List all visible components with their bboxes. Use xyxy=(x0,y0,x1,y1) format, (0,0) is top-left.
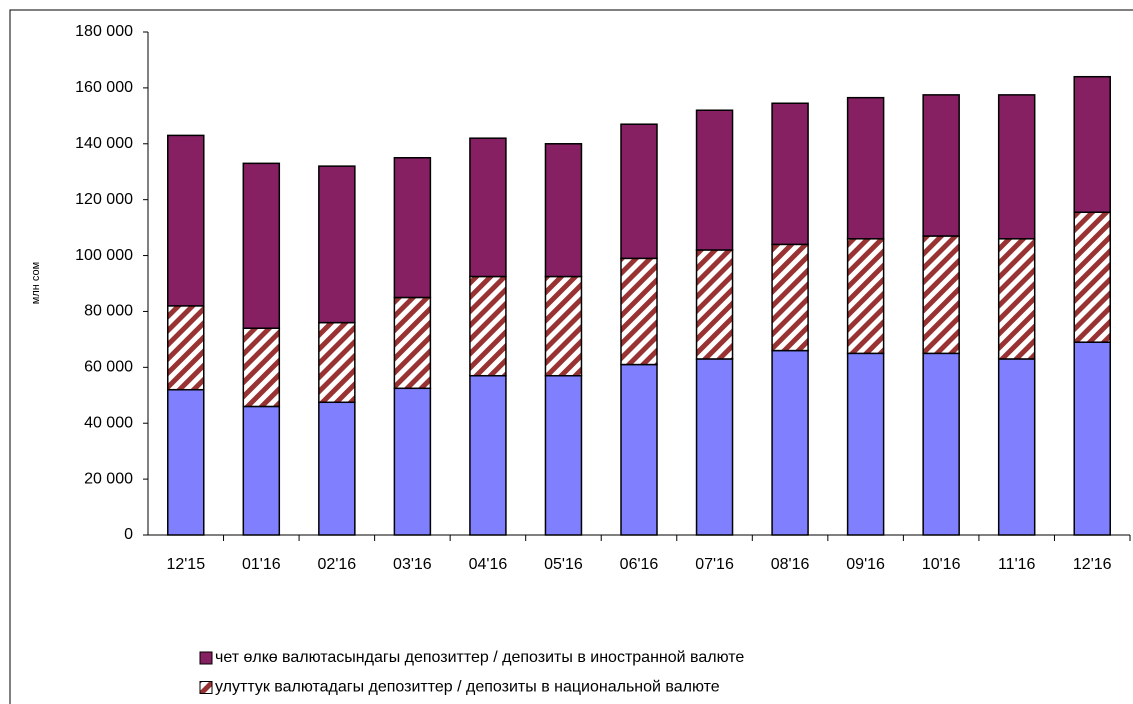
y-tick-label: 60 000 xyxy=(84,359,133,376)
x-tick-label: 12'15 xyxy=(166,556,205,573)
bar-segment xyxy=(922,235,960,355)
bar-segment xyxy=(544,143,583,278)
bar-segment xyxy=(846,352,885,536)
y-tick-label: 0 xyxy=(124,526,133,543)
x-tick-label: 07'16 xyxy=(695,556,734,573)
bar-segment xyxy=(620,123,658,260)
y-tick-label: 20 000 xyxy=(84,470,133,487)
bar-segment xyxy=(469,374,507,536)
bar-segment xyxy=(167,388,205,536)
bar-segment xyxy=(1073,75,1111,213)
bar-segment xyxy=(393,296,432,390)
x-tick-label: 01'16 xyxy=(242,556,281,573)
bar-segment xyxy=(469,275,507,377)
bar-segment xyxy=(1073,211,1111,343)
bar-segment xyxy=(846,96,885,240)
x-tick-label: 03'16 xyxy=(393,556,432,573)
bar-segment xyxy=(393,157,432,299)
x-tick-label: 05'16 xyxy=(544,556,583,573)
y-tick-label: 80 000 xyxy=(84,303,133,320)
x-tick-label: 06'16 xyxy=(620,556,659,573)
bar-segment xyxy=(922,352,960,536)
bar-segment xyxy=(242,162,281,329)
y-tick-label: 180 000 xyxy=(75,23,133,40)
bar-segment xyxy=(318,165,356,324)
bar-segment xyxy=(771,349,809,536)
bar-segment xyxy=(695,249,734,360)
bar-segment xyxy=(242,327,281,408)
y-tick-label: 40 000 xyxy=(84,414,133,431)
bar-segment xyxy=(167,305,205,391)
bar-segment xyxy=(771,243,809,352)
bar-segment xyxy=(544,374,583,536)
bar-segment xyxy=(318,321,356,404)
x-tick-label: 04'16 xyxy=(469,556,508,573)
x-tick-label: 10'16 xyxy=(922,556,961,573)
bar-segment xyxy=(997,238,1036,360)
y-tick-label: 100 000 xyxy=(75,247,133,264)
bar-segment xyxy=(242,405,281,536)
bar-segment xyxy=(620,257,658,366)
x-tick-label: 11'16 xyxy=(998,556,1036,573)
bar-segment xyxy=(1073,341,1111,536)
y-tick-label: 140 000 xyxy=(75,135,133,152)
y-tick-label: 160 000 xyxy=(75,79,133,96)
bar-segment xyxy=(469,137,507,278)
bar-segment xyxy=(620,363,658,536)
x-tick-label: 12'16 xyxy=(1073,556,1112,573)
bar-segment xyxy=(922,94,960,237)
legend-label: чет өлкө валютасындагы депозиттер / депо… xyxy=(215,649,744,666)
legend-swatch xyxy=(199,651,213,665)
bar-segment xyxy=(167,134,205,307)
bar-segment xyxy=(318,401,356,536)
legend-swatch xyxy=(199,681,213,694)
bar-segment xyxy=(997,94,1036,240)
y-axis-label: млн сом xyxy=(30,262,42,304)
x-tick-label: 02'16 xyxy=(318,556,357,573)
bar-segment xyxy=(695,109,734,251)
bar-segment xyxy=(695,358,734,536)
x-tick-label: 09'16 xyxy=(846,556,885,573)
x-tick-label: 08'16 xyxy=(771,556,810,573)
bar-segment xyxy=(846,238,885,355)
bar-segment xyxy=(771,102,809,246)
legend-label: улуттук валютадагы депозиттер / депозиты… xyxy=(215,679,720,696)
bar-segment xyxy=(997,358,1036,536)
y-tick-label: 120 000 xyxy=(75,191,133,208)
bar-segment xyxy=(393,387,432,536)
bar-segment xyxy=(544,275,583,377)
